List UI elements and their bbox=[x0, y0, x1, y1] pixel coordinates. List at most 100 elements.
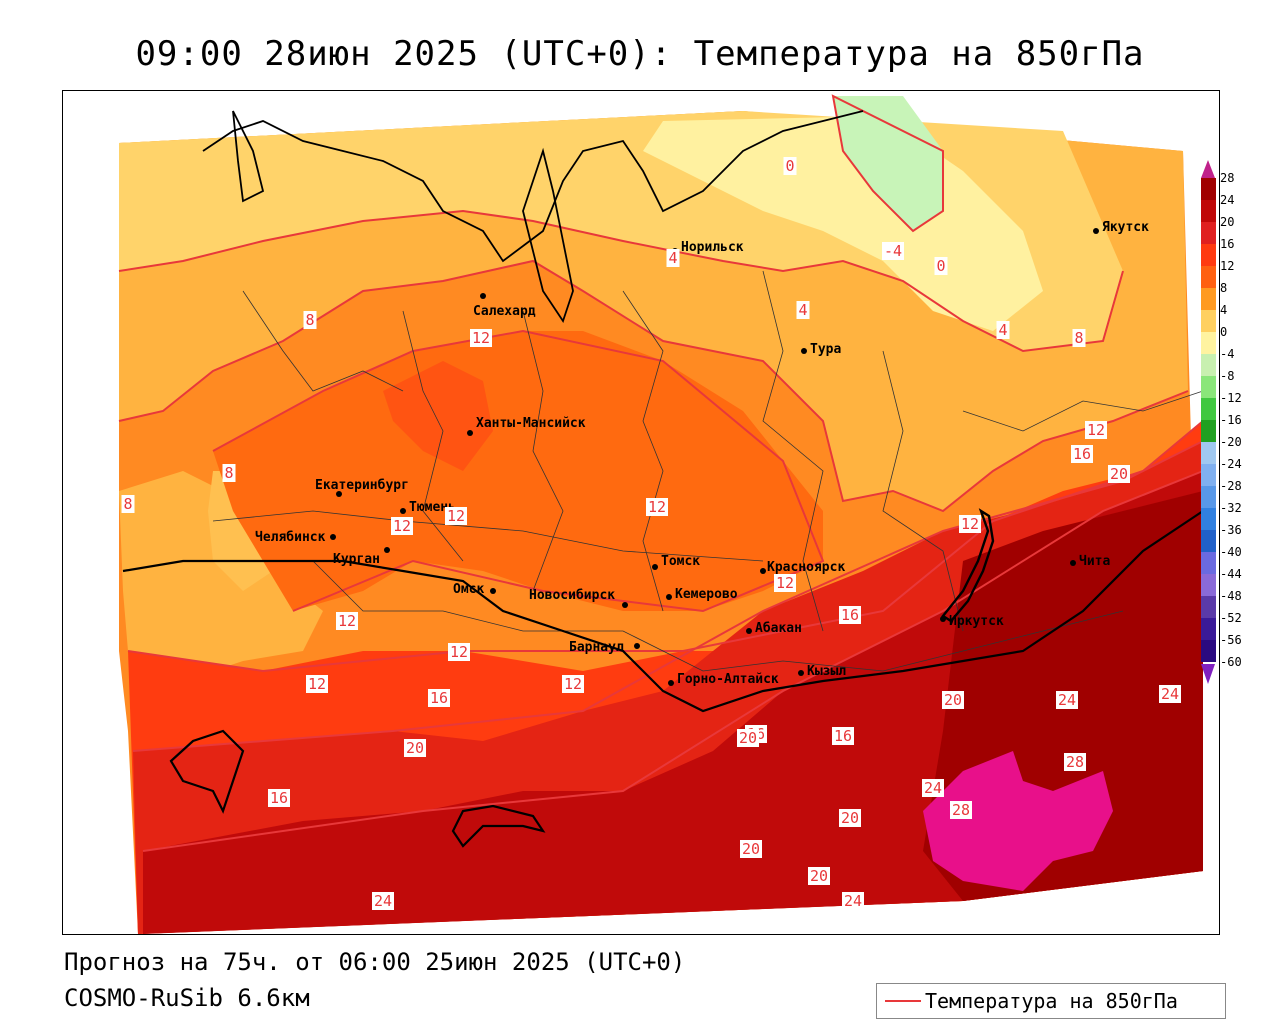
isotherm-label: 4 bbox=[798, 301, 807, 319]
colorbar-tick-label: 0 bbox=[1220, 325, 1228, 339]
isotherm-label: 20 bbox=[841, 809, 859, 827]
colorbar-tick-label: -32 bbox=[1220, 501, 1242, 515]
isotherm-label: 12 bbox=[648, 498, 666, 516]
isotherm-label: 24 bbox=[924, 779, 942, 797]
isotherm-label-bg bbox=[959, 515, 981, 533]
colorbar-tick-label: 12 bbox=[1220, 259, 1235, 273]
isotherm-label: 20 bbox=[739, 729, 757, 747]
colorbar-tick-label: -12 bbox=[1220, 391, 1242, 405]
colorbar-tick-label: 20 bbox=[1220, 215, 1235, 229]
city-label: Тюмень bbox=[409, 500, 456, 515]
isotherm-label: 20 bbox=[810, 867, 828, 885]
legend-box: Температура на 850гПа bbox=[876, 983, 1226, 1019]
isotherm-label-bg bbox=[740, 840, 762, 858]
isotherm-label: 12 bbox=[961, 515, 979, 533]
isotherm-label-bg bbox=[942, 691, 964, 709]
city-label: Ханты-Мансийск bbox=[476, 416, 586, 431]
colorbar-cell bbox=[1201, 266, 1216, 288]
zone-m4c bbox=[833, 96, 943, 231]
city-label: Якутск bbox=[1102, 220, 1149, 235]
admin-borders bbox=[212, 270, 1204, 672]
isotherm-label-bg bbox=[646, 498, 668, 516]
colorbar-cell bbox=[1201, 354, 1216, 376]
isotherm-label: 12 bbox=[776, 574, 794, 592]
colorbar-cell bbox=[1201, 486, 1216, 508]
isotherm-label: 4 bbox=[998, 321, 1007, 339]
colorbar-cell bbox=[1201, 464, 1216, 486]
colorbar-tick-label: -60 bbox=[1220, 655, 1242, 669]
colorbar-tick-label: -36 bbox=[1220, 523, 1242, 537]
isotherm-label-bg bbox=[774, 574, 796, 592]
colorbar-cell bbox=[1201, 244, 1216, 266]
isotherm-label: 12 bbox=[338, 612, 356, 630]
isotherm-label-bg bbox=[391, 517, 413, 535]
page-title: 09:00 28июн 2025 (UTC+0): Температура на… bbox=[135, 34, 1145, 74]
colorbar-cell bbox=[1201, 420, 1216, 442]
isotherm-label: 12 bbox=[393, 517, 411, 535]
isotherm-label-bg bbox=[783, 157, 797, 175]
isotherm-label: 16 bbox=[841, 606, 859, 624]
colorbar-bottom-arrow bbox=[1201, 664, 1215, 684]
city-label: Красноярск bbox=[767, 560, 845, 575]
isotherm-label-bg bbox=[1072, 329, 1086, 347]
isotherm-label-bg bbox=[404, 739, 426, 757]
city-label: Кызыл bbox=[807, 664, 846, 679]
isotherm-label: -4 bbox=[884, 242, 902, 260]
city-label: Новосибирск bbox=[529, 588, 615, 603]
colorbar-tick-label: 16 bbox=[1220, 237, 1235, 251]
isotherm-label-bg bbox=[562, 675, 584, 693]
colorbar-cell bbox=[1201, 178, 1216, 200]
isotherm-label-bg bbox=[796, 301, 810, 319]
isotherm-label-bg bbox=[1064, 753, 1086, 771]
isotherm-label-bg bbox=[808, 867, 830, 885]
city-label: Норильск bbox=[681, 240, 744, 255]
isotherm-label-bg bbox=[922, 779, 944, 797]
isotherm-label-bg bbox=[428, 689, 450, 707]
city-label: Горно-Алтайск bbox=[677, 672, 779, 687]
colorbar-cell bbox=[1201, 310, 1216, 332]
colorbar-cell bbox=[1201, 574, 1216, 596]
city-label: Кемерово bbox=[675, 587, 738, 602]
isotherm-label-bg bbox=[268, 789, 290, 807]
forecast-info: Прогноз на 75ч. от 06:00 25июн 2025 (UTC… bbox=[64, 948, 686, 976]
colorbar-tick-label: -8 bbox=[1220, 369, 1235, 383]
isotherm-label: 20 bbox=[1110, 465, 1128, 483]
isotherm-label-bg bbox=[222, 464, 236, 482]
colorbar-tick-label: -40 bbox=[1220, 545, 1242, 559]
colorbar-cell bbox=[1201, 508, 1216, 530]
colorbar-cell bbox=[1201, 222, 1216, 244]
isotherm-label-bg bbox=[336, 612, 358, 630]
isotherm-label: 24 bbox=[1161, 685, 1179, 703]
city-label: Томск bbox=[661, 554, 700, 569]
colorbar-cell bbox=[1201, 596, 1216, 618]
isotherm-label: 16 bbox=[1073, 445, 1091, 463]
isotherm-label-bg bbox=[1056, 691, 1078, 709]
isotherm-label-bg bbox=[842, 892, 864, 910]
legend-label: Температура на 850гПа bbox=[925, 989, 1178, 1013]
isotherm-label: 12 bbox=[564, 675, 582, 693]
isotherm-label-bg bbox=[950, 801, 972, 819]
zone-12c-b bbox=[383, 361, 493, 471]
isotherm-label: 8 bbox=[123, 495, 132, 513]
isotherm-label-bg bbox=[737, 729, 759, 747]
isotherm-label-bg bbox=[1085, 421, 1107, 439]
isotherm-label: 16 bbox=[270, 789, 288, 807]
isotherm-label: 28 bbox=[1066, 753, 1084, 771]
model-name: COSMO-RuSib 6.6км bbox=[64, 984, 310, 1012]
isotherm-label: 8 bbox=[305, 311, 314, 329]
colorbar-cell bbox=[1201, 442, 1216, 464]
zone-hot-magenta bbox=[923, 751, 1113, 891]
zone-west-yellow bbox=[119, 471, 323, 711]
city-label: Иркутск bbox=[949, 614, 1004, 629]
isotherm-label-bg bbox=[306, 675, 328, 693]
colorbar-tick-label: -4 bbox=[1220, 347, 1235, 361]
temperature-map[interactable]: Норильск Якутск Салехард Тура Ханты-Манс… bbox=[62, 90, 1220, 935]
colorbar-tick-label: -44 bbox=[1220, 567, 1242, 581]
isotherm-label: 12 bbox=[450, 643, 468, 661]
zone-12c bbox=[213, 331, 823, 611]
city-label: Тура bbox=[810, 342, 841, 357]
isotherm-label: 20 bbox=[742, 840, 760, 858]
city-label: Чита bbox=[1079, 554, 1110, 569]
lake-balkhash bbox=[451, 804, 546, 848]
isotherm-label-bg bbox=[839, 606, 861, 624]
